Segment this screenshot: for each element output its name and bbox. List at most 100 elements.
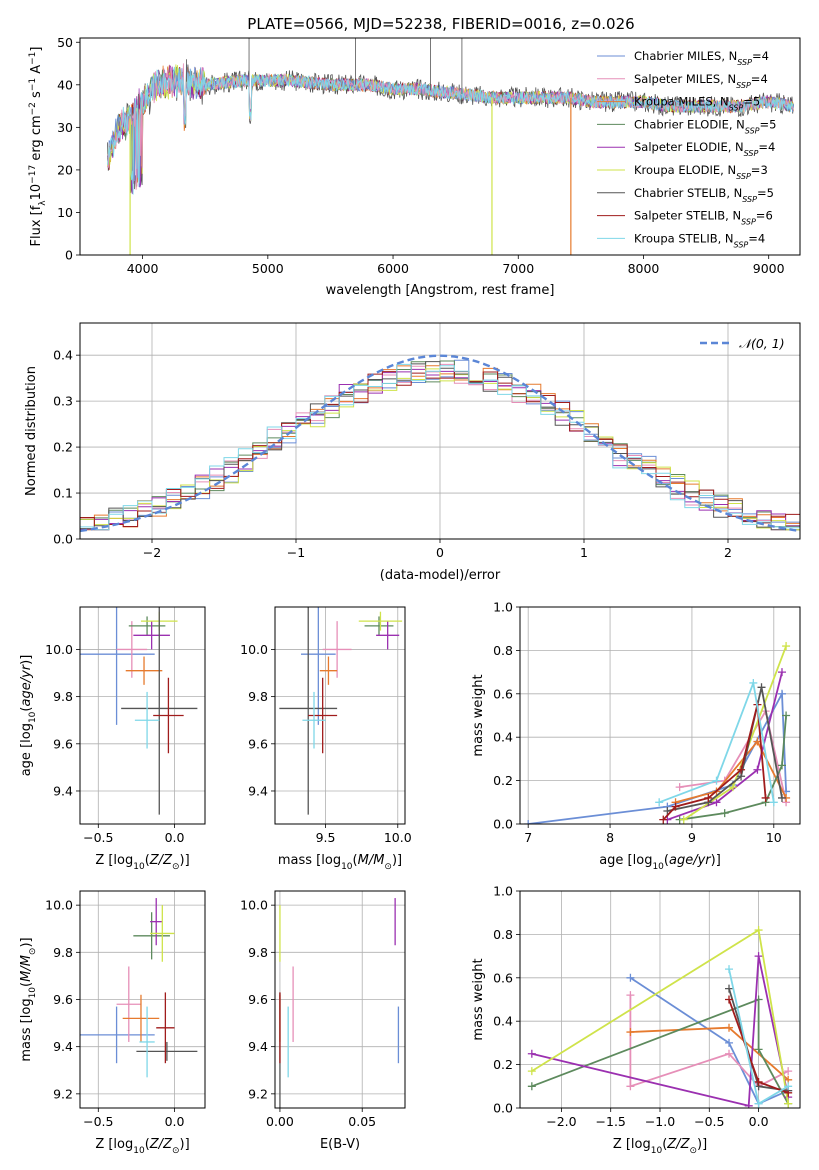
- errorbar-point: [125, 656, 163, 685]
- legend-entry: Kroupa ELODIE, NSSP=3: [634, 163, 768, 181]
- legend-nssp: 3: [760, 163, 767, 177]
- plus-marker: [527, 1067, 536, 1076]
- legend-model: Kroupa STELIB: [634, 231, 718, 245]
- errorbar-point: [136, 1041, 198, 1061]
- x-tick-label: 7000: [502, 261, 534, 276]
- x-tick-label: −0.5: [83, 830, 113, 845]
- y-tick-label: 9.4: [248, 1039, 268, 1054]
- plus-marker: [784, 1067, 793, 1076]
- plot-frame: [79, 37, 801, 256]
- legend: Chabrier MILES, NSSP=4 Salpeter MILES, NS…: [597, 49, 776, 249]
- y-tick-label: 0.1: [53, 486, 73, 501]
- x-axis-label: mass [log10(M/M⊙)]: [278, 853, 402, 872]
- spectrum-line: [107, 66, 794, 195]
- histogram-series: [80, 371, 800, 539]
- legend-model: Kroupa MILES: [634, 95, 713, 109]
- plus-marker: [753, 765, 762, 774]
- mass-weight-series: [679, 642, 791, 824]
- legend-entry: Chabrier ELODIE, NSSP=5: [634, 117, 776, 135]
- errorbar-point: [80, 1006, 155, 1064]
- plus-marker: [655, 798, 664, 807]
- plus-marker: [679, 815, 688, 824]
- y-tick-label: 9.6: [53, 992, 73, 1007]
- errorbar-point: [122, 994, 160, 1042]
- y-tick-label: 10: [57, 205, 73, 220]
- plus-marker: [725, 965, 734, 974]
- figure-title: PLATE=0566, MJD=52238, FIBERID=0016, z=0…: [247, 15, 634, 33]
- plus-marker: [782, 642, 791, 651]
- errorbar-point: [358, 611, 403, 631]
- legend-model: Salpeter ELODIE: [634, 140, 728, 154]
- errorbar-point: [319, 656, 338, 685]
- y-tick-label: 9.8: [53, 945, 73, 960]
- y-tick-label: 0.2: [53, 440, 73, 455]
- chart-age-vs-mass: 9.5 10.0 9.4 9.6 9.8 10.0 mass [log10(M/M⊙)]: [240, 606, 412, 872]
- y-tick-label: 10.0: [45, 898, 73, 913]
- plus-marker: [712, 798, 721, 807]
- plus-marker: [749, 678, 758, 687]
- y-tick-label: 0.0: [53, 532, 73, 547]
- errorbar-point: [116, 966, 141, 1042]
- plus-marker: [777, 689, 786, 698]
- legend-nssp: 5: [767, 186, 774, 200]
- plus-marker: [757, 683, 766, 692]
- y-tick-label: 1.0: [493, 884, 513, 899]
- plus-marker: [777, 668, 786, 677]
- legend-model: Salpeter MILES: [634, 72, 720, 86]
- y-tick-label: 10.0: [45, 642, 73, 657]
- x-tick-label: 10.0: [384, 830, 412, 845]
- legend-entry: Chabrier STELIB, NSSP=5: [634, 186, 774, 204]
- plus-marker: [671, 802, 680, 811]
- x-tick-label: 4000: [127, 261, 159, 276]
- x-tick-label: −1.5: [596, 1114, 626, 1129]
- x-tick-label: 0: [436, 545, 444, 560]
- grid-lines: [80, 607, 205, 824]
- y-tick-label: 9.8: [248, 945, 268, 960]
- y-tick-label: 9.8: [53, 689, 73, 704]
- mass-weight-series: [659, 700, 770, 824]
- errorbar-point: [376, 621, 400, 650]
- x-axis-label: age [log10(age/yr)]: [599, 853, 721, 872]
- errorbar-point: [133, 912, 170, 960]
- plus-marker: [725, 984, 734, 993]
- y-axis-label: mass weight: [471, 674, 486, 756]
- mass-weight-series: [675, 711, 791, 824]
- plot-area: [80, 607, 198, 815]
- legend-entry: Kroupa MILES, NSSP=5: [634, 95, 760, 113]
- plus-marker: [728, 783, 737, 792]
- plus-marker: [737, 765, 746, 774]
- plus-marker: [659, 815, 668, 824]
- chart-massweight-vs-age: 7 8 9 10 0.0 0.2 0.4 0.6 0.8 1.0 mass weight age [l…: [471, 600, 801, 872]
- plot-area: [80, 354, 800, 539]
- chart-residuals: −2 −1 0 1 2 0.0 0.1 0.2 0.3 0.4 (data-model)/error…: [24, 322, 801, 583]
- series-line: [662, 704, 767, 821]
- legend-nssp: 6: [765, 209, 772, 223]
- chart-mass-vs-Z: −0.5 0.0 9.2 9.4 9.6 9.8 10.0 Z [log10(Z/Z⊙)] ma…: [19, 890, 206, 1156]
- plus-marker: [712, 776, 721, 785]
- errorbar-point: [308, 677, 338, 754]
- legend-entry: Chabrier MILES, NSSP=4: [634, 49, 769, 67]
- x-axis-label: (data-model)/error: [380, 568, 501, 583]
- y-tick-label: 50: [57, 35, 73, 50]
- plot-area: [279, 898, 400, 1108]
- plot-area: [279, 607, 403, 815]
- x-tick-label: 0.00: [266, 1114, 294, 1129]
- legend-model: Kroupa ELODIE: [634, 163, 720, 177]
- x-tick-label: 8000: [628, 261, 660, 276]
- x-tick-label: 9.5: [316, 830, 336, 845]
- plus-marker: [784, 1082, 793, 1091]
- y-tick-label: 9.8: [248, 689, 268, 704]
- x-tick-label: 1: [580, 545, 588, 560]
- plus-marker: [784, 1099, 793, 1108]
- y-tick-label: 9.4: [53, 1039, 73, 1054]
- x-tick-label: 10: [766, 830, 782, 845]
- errorbar-point: [80, 607, 155, 725]
- plus-marker: [769, 798, 778, 807]
- plus-marker: [725, 995, 734, 1004]
- plot-area: [107, 38, 794, 255]
- mass-weight-series: [725, 995, 793, 1097]
- plus-marker: [754, 1077, 763, 1086]
- plot-area: [527, 926, 793, 1108]
- chart-massweight-vs-Z: −2.0 −1.5 −1.0 −0.5 0.0 0.0 0.2 0.4 0.6 0.8 1.0 mas…: [471, 884, 801, 1156]
- mass-weight-series: [675, 707, 791, 807]
